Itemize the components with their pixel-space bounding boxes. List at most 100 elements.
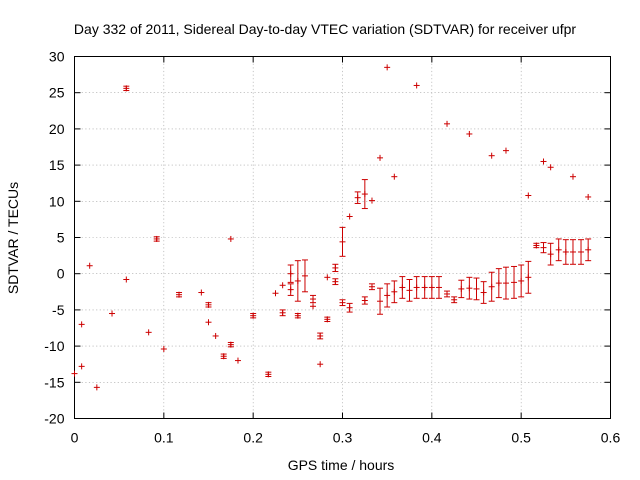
data-points: [71, 64, 592, 391]
y-tick-label: -15: [44, 374, 64, 390]
data-point: [502, 147, 509, 154]
data-point: [585, 238, 592, 262]
data-point: [428, 276, 435, 299]
y-axis-label: SDTVAR / TECUs: [5, 182, 21, 294]
data-point: [480, 281, 487, 304]
y-tick-label: 30: [49, 49, 65, 65]
data-point: [399, 276, 406, 299]
data-point: [525, 192, 532, 199]
data-point: [339, 299, 346, 307]
data-point: [547, 242, 554, 266]
x-axis-label: GPS time / hours: [288, 457, 395, 473]
data-point: [354, 191, 361, 204]
data-point: [451, 296, 458, 304]
data-point: [220, 353, 227, 360]
data-point: [406, 278, 413, 302]
data-point: [578, 239, 585, 265]
data-point: [160, 345, 167, 352]
y-tick-label: -5: [52, 302, 65, 318]
data-point: [384, 283, 391, 308]
data-point: [466, 276, 473, 300]
data-point: [533, 242, 540, 249]
data-point: [212, 332, 219, 339]
data-point: [310, 303, 317, 310]
data-point: [555, 238, 562, 262]
data-point: [93, 384, 100, 391]
data-point: [205, 301, 212, 308]
data-point: [324, 316, 331, 323]
data-point: [332, 263, 339, 273]
x-tick-label: 0.6: [601, 430, 621, 446]
data-point: [287, 283, 294, 296]
data-point: [444, 120, 451, 127]
y-tick-label: 25: [49, 85, 65, 101]
data-point: [339, 226, 346, 257]
data-point: [234, 357, 241, 364]
data-point: [421, 276, 428, 299]
y-tick-label: 15: [49, 157, 65, 173]
data-point: [176, 291, 183, 298]
data-point: [317, 332, 324, 340]
data-point: [78, 363, 85, 370]
y-tick-label: 0: [57, 266, 65, 282]
x-tick-label: 0.1: [154, 430, 174, 446]
y-tick-label: 20: [49, 121, 65, 137]
data-point: [413, 276, 420, 299]
data-point: [525, 260, 532, 294]
data-point: [279, 282, 286, 289]
y-tick-label: -20: [44, 411, 64, 427]
data-point: [279, 309, 286, 317]
data-point: [377, 154, 384, 161]
data-point: [250, 312, 257, 319]
data-point: [368, 197, 375, 204]
x-tick-labels: 0 0.1 0.2 0.3 0.4 0.5 0.6: [71, 430, 621, 446]
data-point: [71, 370, 78, 377]
data-point: [488, 271, 495, 302]
data-point: [346, 302, 353, 313]
data-point: [346, 213, 353, 220]
data-point: [361, 296, 368, 305]
data-point: [585, 193, 592, 200]
data-point: [294, 312, 301, 319]
data-point: [444, 290, 451, 298]
data-point: [227, 235, 234, 242]
data-point: [227, 341, 234, 348]
data-point: [377, 287, 384, 315]
data-point: [272, 290, 279, 297]
data-point: [569, 173, 576, 180]
data-point: [145, 329, 152, 336]
data-point: [153, 235, 160, 242]
data-point: [473, 277, 480, 301]
data-point: [495, 268, 502, 299]
y-tick-label: 10: [49, 193, 65, 209]
data-point: [301, 259, 308, 293]
y-tick-labels: -20 -15 -10 -5 0 5 10 15 20 25 30: [44, 49, 64, 427]
data-point: [466, 130, 473, 137]
data-point: [332, 278, 339, 286]
x-tick-label: 0.2: [243, 430, 263, 446]
data-point: [391, 280, 398, 304]
data-point: [86, 262, 93, 269]
data-point: [384, 64, 391, 71]
chart-title: Day 332 of 2011, Sidereal Day-to-day VTE…: [74, 21, 576, 37]
data-point: [569, 239, 576, 265]
data-point: [547, 164, 554, 171]
data-point: [413, 82, 420, 89]
data-point: [458, 279, 465, 299]
data-point: [198, 289, 205, 296]
axis-ticks: [74, 56, 611, 419]
data-point: [435, 276, 442, 299]
data-point: [488, 152, 495, 159]
data-point: [310, 294, 317, 304]
data-point: [540, 242, 547, 254]
y-tick-label: 5: [57, 230, 65, 246]
data-point: [540, 158, 547, 165]
data-point: [518, 264, 525, 298]
data-point: [287, 264, 294, 283]
data-point: [361, 179, 368, 210]
x-tick-label: 0: [71, 430, 79, 446]
data-point: [109, 310, 116, 317]
data-point: [317, 361, 324, 368]
data-point: [123, 85, 130, 92]
